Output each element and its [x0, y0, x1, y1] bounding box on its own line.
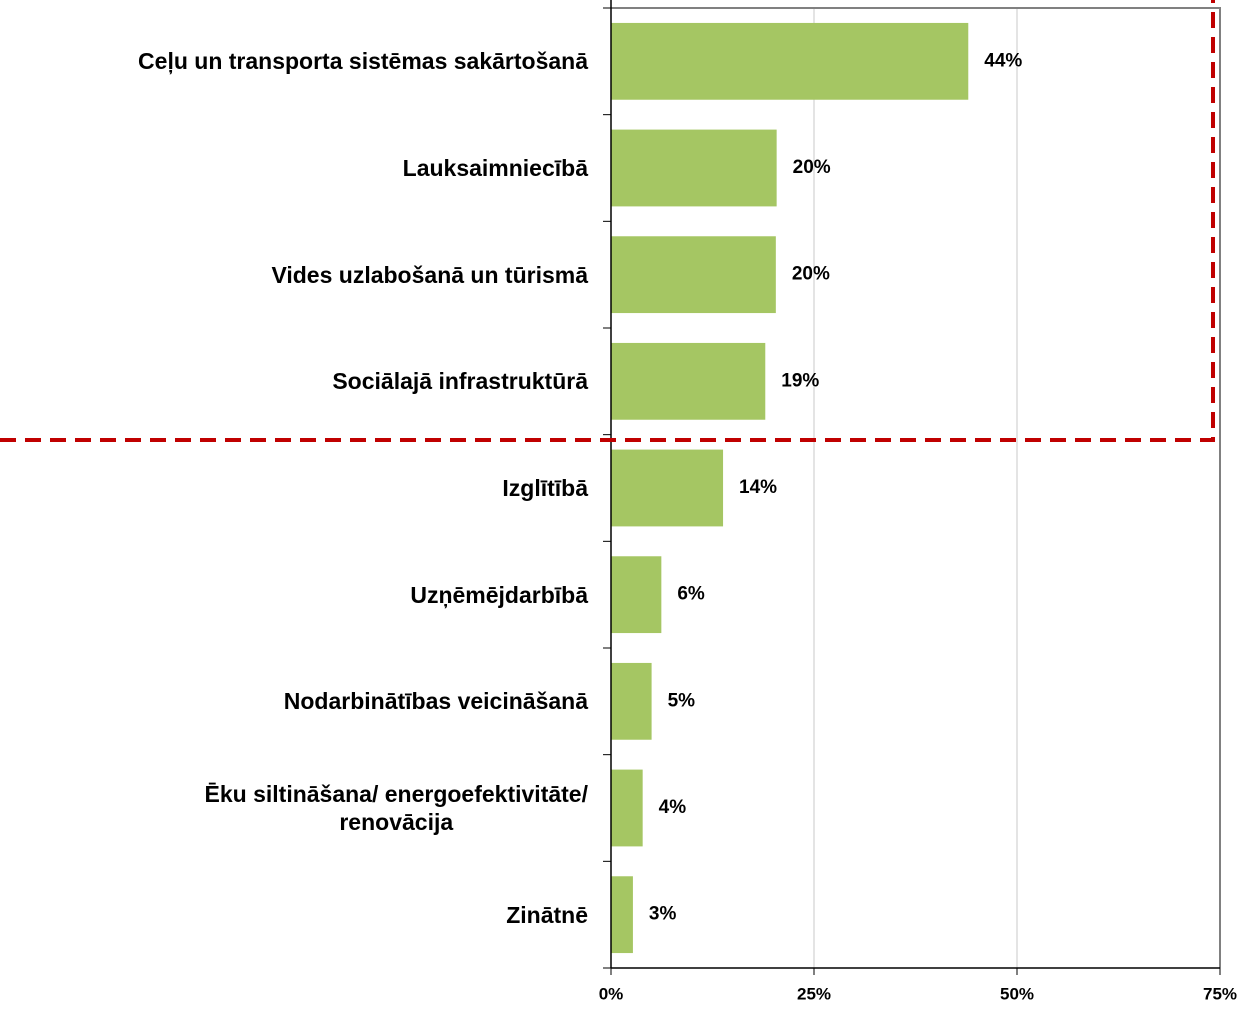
bar — [611, 342, 766, 420]
value-label: 3% — [649, 904, 677, 925]
bar — [611, 22, 969, 100]
bar — [611, 129, 777, 207]
bar — [611, 769, 643, 847]
category-label: Uzņēmējdarbībā — [410, 581, 588, 608]
bar — [611, 556, 662, 634]
category-label: Izglītībā — [502, 475, 588, 501]
bar — [611, 236, 776, 314]
category-label: Ceļu un transporta sistēmas sakārtošanā — [138, 48, 588, 75]
x-tick-label: 25% — [797, 984, 831, 1003]
x-tick-label: 50% — [1000, 984, 1034, 1003]
value-label: 4% — [659, 797, 687, 818]
value-label: 20% — [792, 264, 830, 285]
value-label: 44% — [984, 50, 1022, 71]
value-label: 6% — [677, 584, 705, 605]
x-tick-label: 0% — [599, 984, 624, 1003]
plot-border — [611, 7, 1221, 968]
bar — [611, 449, 724, 527]
highlight-box — [0, 0, 1215, 442]
category-label: Sociālajā infrastruktūrā — [332, 368, 588, 395]
category-label: Vides uzlabošanā un tūrismā — [271, 261, 588, 288]
value-label: 20% — [793, 157, 831, 178]
category-label: Zinātnē — [506, 901, 588, 928]
category-label: Lauksaimniecībā — [402, 155, 588, 181]
bar — [611, 876, 633, 954]
x-tick-label: 75% — [1203, 984, 1237, 1003]
category-label: Nodarbinātības veicināšanā — [283, 688, 588, 715]
category-label: Ēku siltināšana/ energoefektivitāte/ ren… — [204, 781, 588, 835]
value-label: 5% — [668, 690, 696, 711]
value-label: 19% — [781, 370, 819, 391]
bar — [611, 662, 652, 740]
value-label: 14% — [739, 477, 777, 498]
